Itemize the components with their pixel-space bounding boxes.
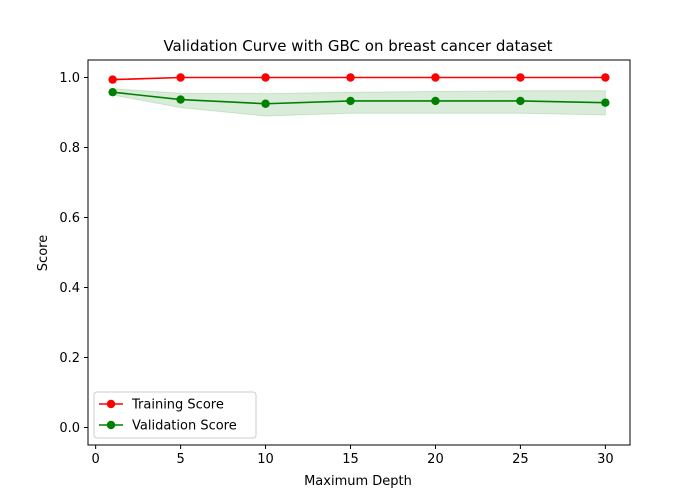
validation-score-point bbox=[346, 96, 355, 106]
validation-score-band bbox=[112, 88, 606, 117]
x-tick-label: 25 bbox=[512, 452, 529, 467]
validation-score-point bbox=[516, 96, 525, 106]
training-score-point bbox=[108, 75, 117, 84]
legend-training-score-marker bbox=[106, 399, 116, 409]
legend: Training Score Validation Score bbox=[93, 391, 257, 439]
x-tick-label: 20 bbox=[427, 452, 444, 467]
x-tick-label: 30 bbox=[597, 452, 614, 467]
y-tick-label: 1.0 bbox=[59, 71, 80, 86]
validation-score-point bbox=[176, 95, 185, 104]
y-tick-label: 0.0 bbox=[59, 421, 80, 436]
x-axis-label: Maximum Depth bbox=[304, 474, 412, 489]
x-tick-label: 0 bbox=[92, 452, 100, 467]
y-tick-label: 0.2 bbox=[59, 351, 80, 366]
x-tick-label: 5 bbox=[176, 452, 184, 467]
chart-title: Validation Curve with GBC on breast canc… bbox=[163, 37, 552, 55]
series-points bbox=[108, 73, 610, 108]
validation-score-point bbox=[431, 96, 440, 106]
validation-score-point bbox=[261, 99, 270, 108]
validation-score-point bbox=[108, 88, 117, 97]
y-axis-label: Score bbox=[36, 235, 51, 271]
x-tick-label: 15 bbox=[342, 452, 359, 467]
confidence-bands bbox=[112, 77, 606, 117]
plot-frame bbox=[87, 59, 631, 446]
y-tick-label: 0.4 bbox=[59, 281, 80, 296]
training-score-point bbox=[346, 73, 355, 82]
training-score-point bbox=[601, 73, 610, 82]
axes: 0 5 10 15 20 25 30 0.0 0.2 0.4 0.6 0.8 1.0 bbox=[59, 59, 631, 467]
validation-score-point bbox=[601, 98, 610, 107]
y-tick-label: 0.8 bbox=[59, 141, 80, 156]
training-score-line bbox=[112, 76, 606, 81]
training-score-point bbox=[516, 73, 525, 82]
training-score-point bbox=[431, 73, 440, 82]
training-score-point bbox=[176, 73, 185, 82]
legend-box bbox=[93, 391, 257, 439]
y-tick-label: 0.6 bbox=[59, 211, 80, 226]
x-tick-label: 10 bbox=[257, 452, 274, 467]
training-score-point bbox=[261, 73, 270, 82]
legend-validation-score-label: Validation Score bbox=[132, 419, 237, 434]
legend-validation-score-marker bbox=[106, 420, 116, 430]
legend-training-score-label: Training Score bbox=[131, 398, 224, 413]
